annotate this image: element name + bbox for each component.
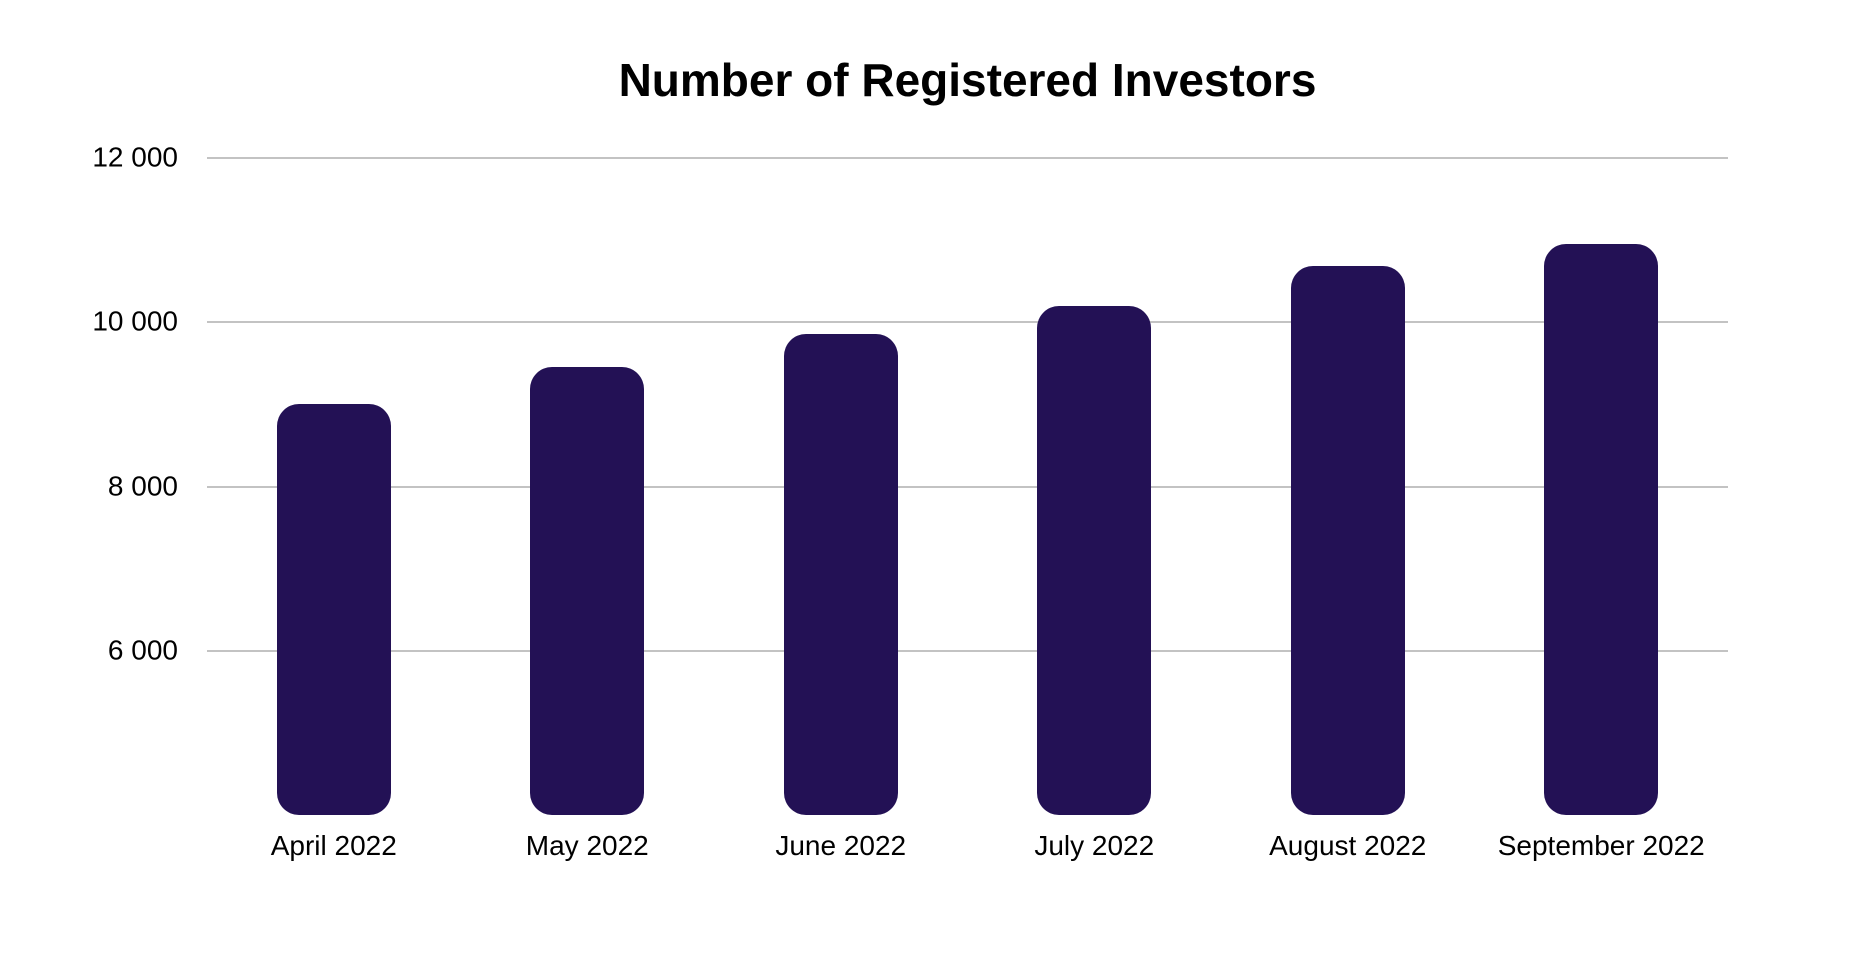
y-tick-label-12000: 12 000: [92, 141, 178, 173]
bar-august-2022: [1290, 265, 1405, 815]
bar-september-2022: [1544, 244, 1659, 815]
gridline-12000: [207, 157, 1728, 159]
x-axis-labels: April 2022 May 2022 June 2022 July 2022 Augu…: [207, 830, 1728, 862]
x-tick-label-april-2022: April 2022: [270, 830, 397, 861]
x-slot-august-2022: August 2022: [1221, 830, 1475, 862]
gridline-10000: [207, 321, 1728, 324]
y-axis-labels: 12 000 10 000 8 000 6 000: [0, 141, 178, 815]
y-tick-label-6000: 6 000: [107, 634, 178, 666]
x-tick-label-august-2022: August 2022: [1269, 830, 1427, 861]
plot-area: [207, 157, 1728, 815]
x-tick-label-september-2022: September 2022: [1497, 830, 1705, 861]
x-tick-label-july-2022: July 2022: [1034, 830, 1155, 861]
gridline-6000: [207, 649, 1728, 652]
y-tick-label-10000: 10 000: [92, 305, 178, 337]
y-tick-label-8000: 8 000: [107, 469, 178, 501]
gridline-8000: [207, 485, 1728, 488]
bar-july-2022: [1037, 305, 1152, 815]
bars-layer: [207, 158, 1728, 815]
x-slot-may-2022: May 2022: [461, 830, 715, 862]
bar-slot-june-2022: [714, 158, 968, 815]
x-slot-april-2022: April 2022: [207, 830, 461, 862]
bar-slot-april-2022: [207, 158, 461, 815]
bar-june-2022: [783, 333, 898, 815]
x-tick-label-may-2022: May 2022: [525, 830, 649, 861]
bar-slot-august-2022: [1221, 158, 1475, 815]
bar-april-2022: [276, 404, 391, 815]
x-slot-september-2022: September 2022: [1475, 830, 1729, 862]
chart-title: Number of Registered Investors: [618, 54, 1317, 106]
x-slot-june-2022: June 2022: [714, 830, 968, 862]
bar-slot-july-2022: [968, 158, 1222, 815]
x-tick-label-june-2022: June 2022: [775, 830, 907, 861]
bar-may-2022: [530, 367, 645, 815]
x-slot-july-2022: July 2022: [968, 830, 1222, 862]
bar-slot-september-2022: [1475, 158, 1729, 815]
bar-slot-may-2022: [461, 158, 715, 815]
